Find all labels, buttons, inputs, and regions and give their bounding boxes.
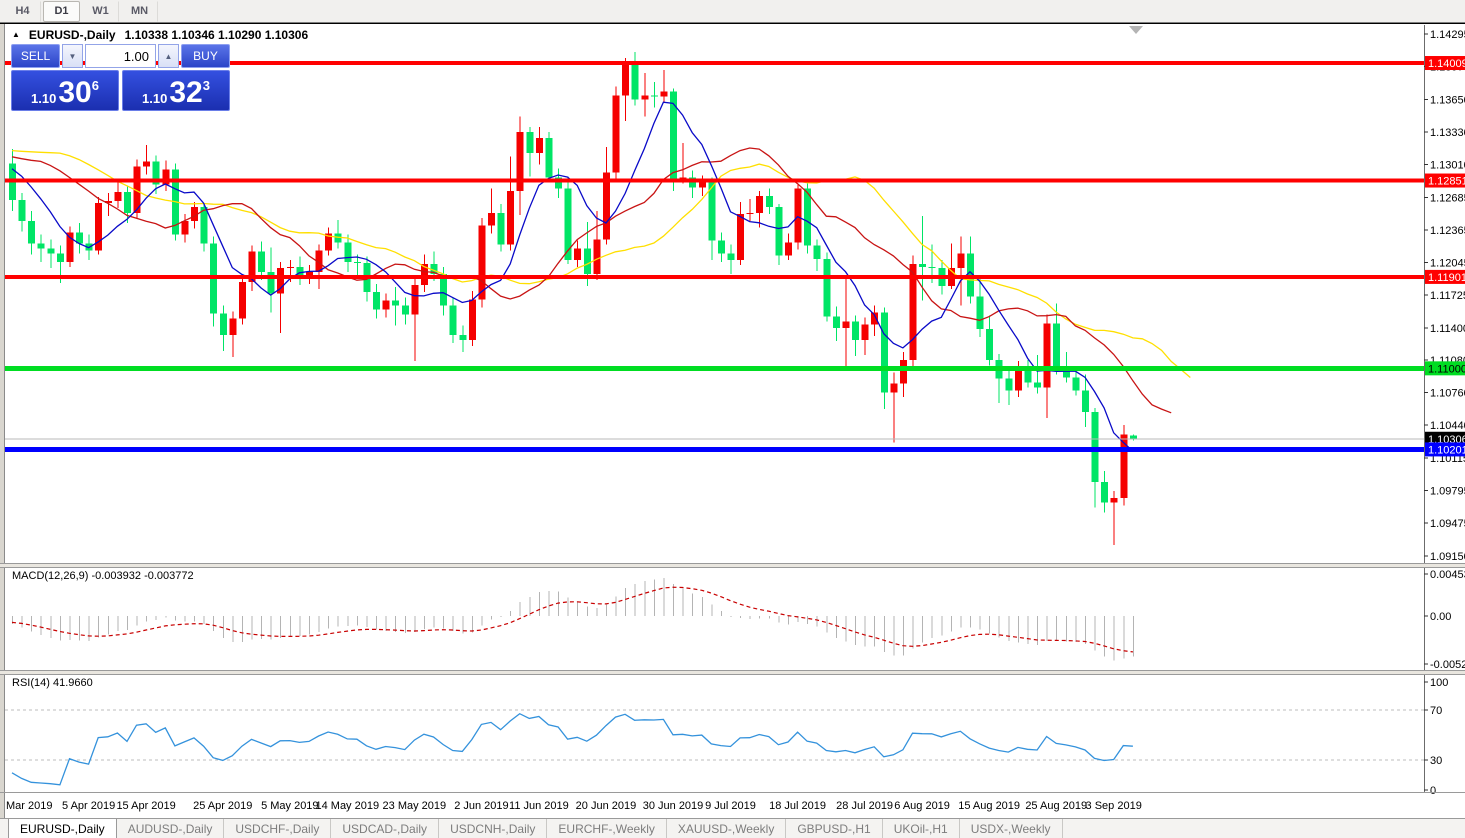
svg-text:0.00: 0.00 (1430, 611, 1451, 623)
svg-text:1.14009: 1.14009 (1428, 58, 1465, 70)
svg-text:6 Aug 2019: 6 Aug 2019 (894, 800, 950, 812)
panel-separator-rsi[interactable] (0, 670, 1465, 675)
chart-tab-eurchf-weekly[interactable]: EURCHF-,Weekly (547, 819, 667, 838)
svg-text:1.09795: 1.09795 (1430, 486, 1465, 498)
svg-text:1.12685: 1.12685 (1430, 192, 1465, 204)
chart-tabs-bar: EURUSD-,Daily AUDUSD-,Daily USDCHF-,Daily U… (0, 818, 1465, 838)
svg-text:1.10440: 1.10440 (1430, 420, 1465, 432)
buy-price-pip: 3 (202, 78, 210, 93)
svg-text:5 May 2019: 5 May 2019 (261, 800, 318, 812)
window-left-edge (0, 24, 5, 818)
svg-text:70: 70 (1430, 705, 1442, 717)
timeframe-toolbar: H4 D1 W1 MN (0, 0, 1465, 23)
collapse-panel-icon[interactable]: ▲ (12, 29, 20, 39)
svg-text:1.13650: 1.13650 (1430, 94, 1465, 106)
volume-increase-button[interactable]: ▲ (158, 44, 179, 68)
price-axis: 1.142951.139751.136501.133301.130101.126… (0, 25, 1465, 812)
rsi-indicator-label: RSI(14) 41.9660 (12, 677, 93, 689)
svg-text:1.09475: 1.09475 (1430, 518, 1465, 530)
sell-price-box[interactable]: 1.10 30 6 (11, 70, 119, 111)
sell-price-prefix: 1.10 (31, 91, 57, 106)
date-axis-border (0, 792, 1465, 793)
symbol-title: EURUSD-,Daily (28, 28, 116, 42)
macd-indicator-label: MACD(12,26,9) -0.003932 -0.003772 (12, 570, 194, 582)
timeframe-button-h4[interactable]: H4 (4, 0, 41, 22)
svg-text:14 May 2019: 14 May 2019 (315, 800, 379, 812)
svg-text:25 Aug 2019: 25 Aug 2019 (1025, 800, 1087, 812)
svg-text:1.12851: 1.12851 (1428, 176, 1465, 188)
svg-text:1.11000: 1.11000 (1428, 363, 1465, 375)
svg-text:30 Jun 2019: 30 Jun 2019 (643, 800, 704, 812)
svg-text:0: 0 (1430, 785, 1436, 797)
chart-tab-ukoil-h1[interactable]: UKOil-,H1 (883, 819, 960, 838)
timeframe-button-w1[interactable]: W1 (82, 0, 119, 22)
svg-text:-0.005205: -0.005205 (1430, 659, 1465, 671)
chart-tab-usdchf-daily[interactable]: USDCHF-,Daily (224, 819, 332, 838)
svg-text:15 Apr 2019: 15 Apr 2019 (116, 800, 175, 812)
price-panel (5, 51, 1424, 545)
svg-text:100: 100 (1430, 677, 1448, 689)
svg-text:1.11400: 1.11400 (1430, 323, 1465, 335)
svg-text:1.11901: 1.11901 (1428, 272, 1465, 284)
buy-price-prefix: 1.10 (142, 91, 168, 106)
volume-input[interactable]: 1.00 (85, 44, 156, 68)
chart-shift-marker-icon[interactable] (1129, 26, 1143, 34)
chart-tab-eurusd-daily[interactable]: EURUSD-,Daily (8, 818, 117, 838)
rsi-panel (5, 709, 1424, 786)
chart-tab-usdcnh-daily[interactable]: USDCNH-,Daily (439, 819, 548, 838)
svg-text:3 Sep 2019: 3 Sep 2019 (1086, 800, 1142, 812)
buy-button[interactable]: BUY (181, 44, 230, 68)
buy-price-box[interactable]: 1.10 32 3 (122, 70, 230, 111)
svg-text:11 Jun 2019: 11 Jun 2019 (509, 800, 569, 812)
chart-tab-audusd-daily[interactable]: AUDUSD-,Daily (117, 819, 225, 838)
trade-panel-price-row: 1.10 30 6 1.10 32 3 (11, 70, 230, 111)
svg-text:1.14295: 1.14295 (1430, 29, 1465, 41)
chart-tab-xauusd-weekly[interactable]: XAUUSD-,Weekly (667, 819, 787, 838)
chart-tab-usdcad-daily[interactable]: USDCAD-,Daily (331, 819, 440, 838)
svg-text:1.13330: 1.13330 (1430, 127, 1465, 139)
chart-tab-usdx-weekly[interactable]: USDX-,Weekly (960, 819, 1063, 838)
svg-text:1.09150: 1.09150 (1430, 551, 1465, 563)
svg-text:9 Jul 2019: 9 Jul 2019 (705, 800, 756, 812)
ohlc-values: 1.10338 1.10346 1.10290 1.10306 (124, 28, 309, 42)
svg-text:25 Apr 2019: 25 Apr 2019 (193, 800, 252, 812)
svg-text:1.10760: 1.10760 (1430, 388, 1465, 400)
svg-text:1.11725: 1.11725 (1430, 290, 1465, 302)
svg-text:2 Jun 2019: 2 Jun 2019 (454, 800, 508, 812)
one-click-trading-panel: SELL ▼ 1.00 ▲ BUY 1.10 30 6 1.10 32 3 (11, 44, 230, 111)
svg-text:1.12045: 1.12045 (1430, 257, 1465, 269)
svg-text:1.10201: 1.10201 (1428, 444, 1465, 456)
svg-text:18 Jul 2019: 18 Jul 2019 (769, 800, 826, 812)
timeframe-button-mn[interactable]: MN (121, 0, 158, 22)
sell-price-big: 30 (58, 76, 92, 109)
svg-text:28 Jul 2019: 28 Jul 2019 (836, 800, 893, 812)
svg-text:5 Apr 2019: 5 Apr 2019 (62, 800, 115, 812)
svg-text:30: 30 (1430, 755, 1442, 767)
chart-title: ▲ EURUSD-,Daily 1.10338 1.10346 1.10290 … (12, 28, 308, 42)
buy-price-big: 32 (169, 76, 203, 109)
sell-price-pip: 6 (91, 78, 99, 93)
svg-text:20 Jun 2019: 20 Jun 2019 (576, 800, 637, 812)
svg-text:1.13010: 1.13010 (1430, 159, 1465, 171)
svg-text:1.12365: 1.12365 (1430, 225, 1465, 237)
volume-decrease-button[interactable]: ▼ (62, 44, 83, 68)
svg-text:0.004536: 0.004536 (1430, 569, 1465, 581)
panel-separator-macd[interactable] (0, 563, 1465, 568)
svg-text:23 May 2019: 23 May 2019 (383, 800, 447, 812)
sell-button[interactable]: SELL (11, 44, 60, 68)
svg-text:27 Mar 2019: 27 Mar 2019 (0, 800, 52, 812)
macd-panel (11, 578, 1134, 661)
timeframe-button-d1[interactable]: D1 (43, 0, 80, 22)
trade-panel-top-row: SELL ▼ 1.00 ▲ BUY (11, 44, 230, 68)
svg-text:15 Aug 2019: 15 Aug 2019 (958, 800, 1020, 812)
chart-tab-gbpusd-h1[interactable]: GBPUSD-,H1 (786, 819, 883, 838)
